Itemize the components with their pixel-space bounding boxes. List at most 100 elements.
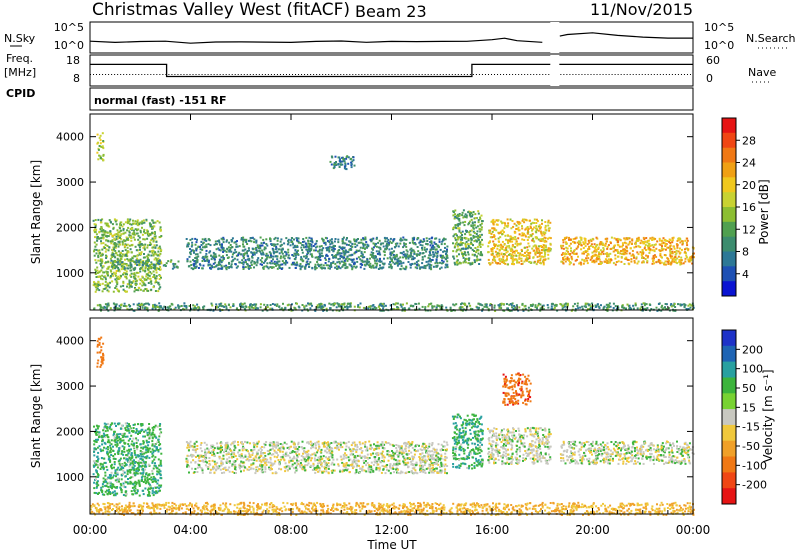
nave-dot bbox=[680, 74, 682, 75]
power-cell bbox=[427, 260, 430, 263]
nave-dot bbox=[237, 74, 239, 75]
power-cell bbox=[595, 236, 598, 239]
power-cell bbox=[129, 308, 132, 311]
power-cell bbox=[513, 231, 516, 234]
power-cell bbox=[190, 250, 193, 253]
power-cell bbox=[535, 222, 538, 224]
power-cell bbox=[282, 255, 285, 258]
power-cell bbox=[278, 264, 281, 267]
power-cell bbox=[262, 241, 265, 244]
power-cell bbox=[123, 262, 126, 265]
power-cell bbox=[208, 251, 211, 254]
nave-dot bbox=[147, 74, 149, 75]
power-cell bbox=[421, 262, 424, 265]
power-cell bbox=[606, 303, 609, 306]
power-cell bbox=[626, 246, 628, 249]
nsky-line bbox=[89, 32, 693, 44]
power-cell bbox=[481, 238, 483, 241]
power-cell bbox=[318, 249, 321, 252]
power-cell bbox=[151, 219, 154, 222]
nave-label: Nave bbox=[748, 66, 776, 79]
power-cell bbox=[392, 308, 395, 310]
power-cell bbox=[653, 262, 655, 265]
power-cell bbox=[622, 253, 625, 256]
power-cell bbox=[436, 256, 439, 259]
power-cell bbox=[282, 256, 285, 259]
power-cell bbox=[441, 254, 444, 257]
nave-dot bbox=[653, 74, 655, 75]
power-cell bbox=[291, 242, 294, 245]
power-cell bbox=[345, 251, 348, 254]
power-cell bbox=[580, 237, 583, 240]
power-cell bbox=[156, 258, 158, 261]
power-cell bbox=[660, 255, 663, 258]
power-cell bbox=[223, 305, 226, 308]
power-cell bbox=[341, 255, 344, 258]
power-cell bbox=[536, 252, 539, 254]
power-cell bbox=[490, 220, 493, 223]
power-cell bbox=[339, 246, 342, 249]
power-cell bbox=[450, 309, 453, 312]
power-cell bbox=[373, 243, 376, 246]
power-cell bbox=[509, 238, 512, 241]
power-cell bbox=[102, 140, 105, 142]
power-cell bbox=[464, 261, 467, 264]
velocity-cell bbox=[135, 468, 138, 471]
power-cell bbox=[195, 241, 198, 244]
power-cell bbox=[192, 268, 195, 271]
power-cell bbox=[224, 303, 227, 306]
power-cell bbox=[375, 236, 378, 239]
power-cell bbox=[113, 218, 116, 221]
power-cell bbox=[679, 238, 682, 241]
power-cell bbox=[435, 258, 438, 261]
power-cell bbox=[269, 237, 271, 240]
velocity-cell bbox=[96, 345, 99, 348]
power-cell bbox=[128, 305, 131, 308]
power-cell bbox=[138, 223, 141, 226]
power-cell bbox=[445, 250, 448, 253]
power-cell bbox=[328, 249, 331, 252]
velocity-cell bbox=[124, 429, 127, 431]
power-cell bbox=[222, 258, 225, 260]
velocity-cell bbox=[103, 426, 106, 429]
power-cell bbox=[167, 260, 170, 263]
power-cell bbox=[551, 307, 554, 310]
power-cell bbox=[441, 305, 444, 308]
power-cell bbox=[493, 259, 496, 262]
power-cell bbox=[344, 163, 347, 166]
power-cell bbox=[330, 246, 333, 249]
power-cell bbox=[513, 263, 515, 265]
power-cell bbox=[375, 307, 378, 310]
power-cell bbox=[549, 249, 552, 252]
power-cell bbox=[416, 237, 419, 240]
power-cell bbox=[520, 248, 523, 251]
velocity-cell bbox=[102, 352, 104, 355]
power-cell bbox=[522, 234, 524, 237]
power-cell bbox=[334, 262, 337, 265]
power-cell bbox=[461, 242, 464, 244]
power-cell bbox=[432, 244, 434, 247]
power-cell bbox=[101, 227, 103, 230]
power-cell bbox=[156, 267, 159, 270]
power-cell bbox=[649, 237, 652, 240]
power-cell bbox=[644, 240, 647, 243]
power-cell bbox=[661, 239, 664, 242]
power-cell bbox=[279, 308, 282, 311]
power-cell bbox=[369, 307, 372, 310]
power-cell bbox=[141, 233, 144, 236]
power-cell bbox=[507, 222, 510, 225]
power-cell bbox=[501, 258, 504, 261]
power-cell bbox=[400, 265, 403, 268]
power-cell bbox=[399, 251, 402, 254]
power-cell bbox=[99, 283, 102, 286]
power-cell bbox=[289, 244, 292, 247]
power-cell bbox=[631, 239, 634, 242]
power-cell bbox=[154, 257, 157, 260]
power-cell bbox=[397, 257, 400, 260]
power-cell bbox=[540, 262, 542, 265]
power-cell bbox=[565, 236, 568, 239]
power-cell bbox=[280, 248, 283, 251]
power-cell bbox=[526, 226, 529, 228]
power-cell bbox=[680, 240, 683, 243]
power-cell bbox=[301, 251, 304, 254]
